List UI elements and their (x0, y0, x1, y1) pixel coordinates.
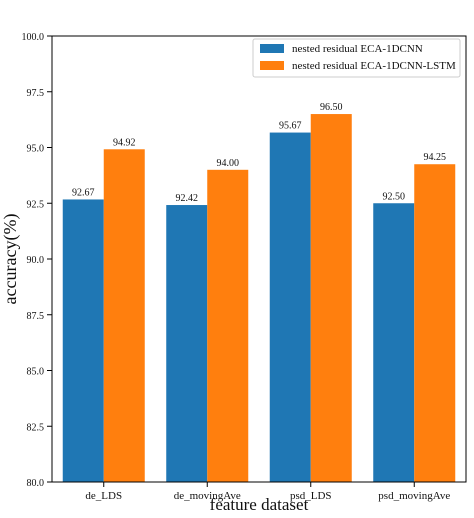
bar (103, 149, 145, 482)
x-axis-label: feature dataset (210, 495, 309, 513)
x-tick-label: de_LDS (85, 490, 122, 502)
y-tick-label: 97.5 (27, 88, 45, 99)
y-tick-label: 92.5 (27, 199, 45, 210)
x-tick-label: psd_movingAve (378, 490, 450, 502)
x-tick-label: psd_LDS (290, 490, 332, 502)
bar-value-label: 96.50 (320, 102, 343, 113)
y-axis-ticks: 80.0 82.5 85.0 87.5 90.0 92.5 95.0 97.5 100.0 (22, 32, 52, 489)
y-tick-label: 82.5 (27, 422, 45, 433)
y-tick-label: 95.0 (27, 144, 45, 155)
bar-value-label: 92.67 (72, 187, 95, 198)
legend-swatch-series-1 (260, 44, 284, 53)
bar-value-label: 94.00 (217, 158, 240, 169)
bar (373, 203, 415, 482)
legend-box (252, 38, 461, 78)
bar-value-label: 92.42 (176, 193, 199, 204)
bar (207, 169, 249, 483)
bar (269, 132, 311, 482)
bar (310, 114, 352, 483)
y-tick-label: 100.0 (22, 32, 45, 43)
bar (62, 199, 104, 483)
bar (414, 164, 456, 482)
bar (166, 205, 208, 482)
x-tick-label: de_movingAve (174, 490, 241, 502)
y-tick-label: 90.0 (27, 255, 45, 266)
legend-label-series-1: nested residual ECA-1DCNN (292, 43, 423, 55)
bar-value-label: 92.50 (383, 191, 406, 202)
bar-value-label: 95.67 (279, 121, 302, 132)
bar-value-label: 94.25 (424, 152, 447, 163)
y-tick-label: 87.5 (27, 311, 45, 322)
y-tick-label: 85.0 (27, 367, 45, 378)
legend-label-series-2: nested residual ECA-1DCNN-LSTM (292, 60, 456, 72)
bar-value-label: 94.92 (113, 137, 136, 148)
y-tick-label: 80.0 (27, 478, 45, 489)
bars: 92.67 94.92 92.42 94.00 95.67 96.50 92.50 94.25 (62, 102, 456, 483)
y-axis-label: accuracy(%) (0, 214, 21, 305)
legend: nested residual ECA-1DCNN nested residua… (252, 38, 461, 78)
plot-frame (51, 35, 467, 483)
legend-swatch-series-2 (260, 61, 284, 70)
x-axis-tick-labels: de_LDS de_movingAve psd_LDS psd_movingAve (85, 482, 450, 502)
